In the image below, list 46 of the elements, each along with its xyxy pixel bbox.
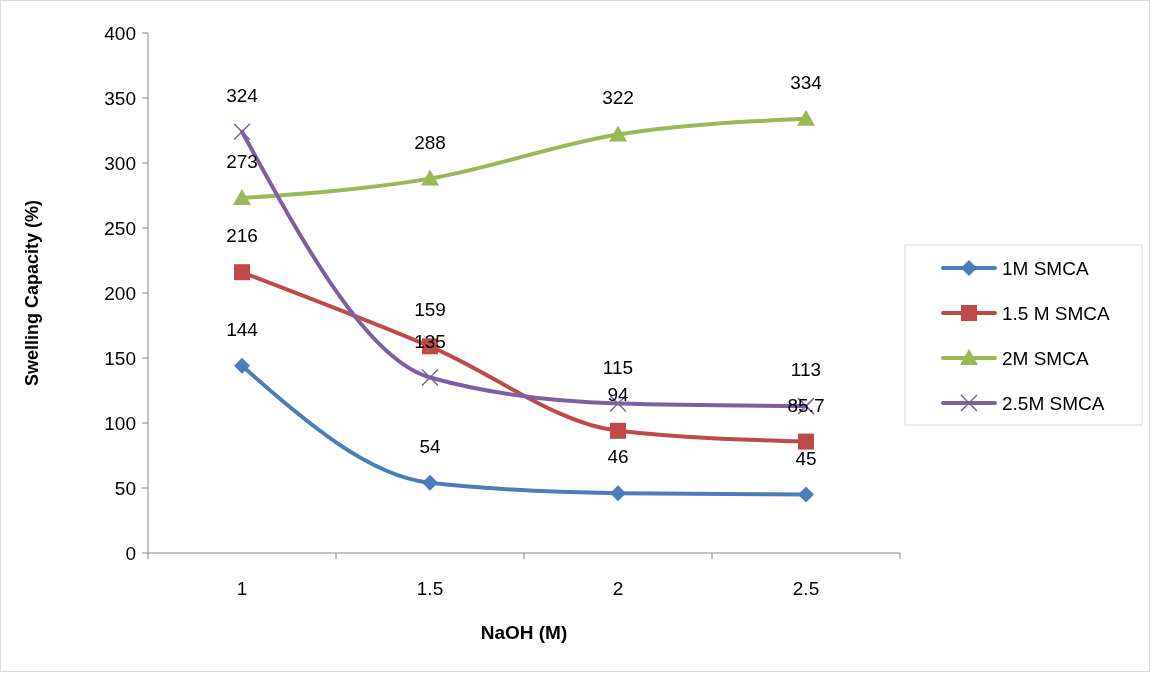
point — [610, 485, 626, 502]
y-tick-label: 200 — [104, 282, 136, 304]
point — [234, 357, 250, 374]
y-tick-label: 0 — [125, 542, 136, 564]
legend-label: 1M SMCA — [1002, 257, 1089, 279]
y-tick-label: 250 — [104, 217, 136, 239]
data-label: 115 — [602, 356, 634, 378]
y-tick-label: 400 — [104, 22, 136, 44]
y-tick-label: 350 — [104, 87, 136, 109]
point — [421, 368, 439, 387]
point — [233, 189, 251, 206]
y-tick-label: 50 — [114, 477, 136, 499]
data-label: 288 — [414, 131, 446, 153]
y-axis-title: Swelling Capacity (%) — [22, 199, 42, 387]
point — [233, 123, 251, 141]
legend-label: 2M SMCA — [1002, 347, 1089, 369]
data-label: 322 — [602, 87, 634, 109]
data-label: 273 — [226, 151, 258, 173]
x-tick-label: 2.5 — [792, 578, 820, 599]
data-label: 94 — [607, 383, 629, 405]
point — [609, 125, 627, 142]
point — [610, 422, 626, 439]
legend-label: 2.5M SMCA — [1002, 392, 1105, 414]
point — [798, 433, 814, 450]
point — [797, 109, 815, 126]
data-label: 144 — [226, 318, 259, 340]
point — [422, 474, 438, 491]
y-tick-label: 100 — [104, 412, 136, 434]
y-tick-label: 300 — [104, 152, 136, 174]
y-tick-label: 150 — [104, 347, 136, 369]
point — [421, 169, 439, 186]
data-label: 54 — [419, 435, 441, 457]
data-label: 45 — [795, 447, 817, 469]
x-tick-label: 2 — [612, 578, 624, 599]
data-label: 46 — [607, 446, 629, 468]
data-label: 334 — [790, 71, 823, 93]
data-label: 216 — [226, 225, 258, 247]
point — [234, 264, 250, 281]
x-tick-label: 1.5 — [416, 578, 444, 599]
legend-label: 1.5 M SMCA — [1002, 302, 1111, 324]
point — [798, 486, 814, 503]
data-label: 113 — [790, 359, 822, 381]
data-label: 324 — [226, 84, 259, 106]
x-tick-label: 1 — [236, 578, 248, 599]
data-label: 159 — [414, 299, 446, 321]
x-axis-title: NaOH (M) — [480, 622, 568, 643]
